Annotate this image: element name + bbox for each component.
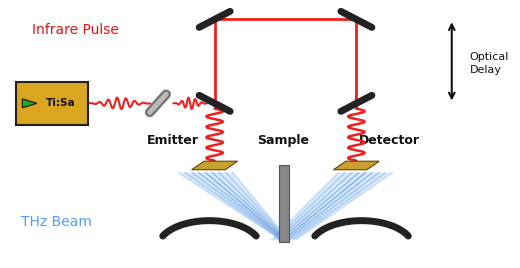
Polygon shape xyxy=(22,99,37,108)
Polygon shape xyxy=(192,161,238,170)
Polygon shape xyxy=(272,173,393,239)
Polygon shape xyxy=(333,161,379,170)
Text: THz Beam: THz Beam xyxy=(21,215,92,229)
Text: Detector: Detector xyxy=(359,134,420,147)
Text: Infrare Pulse: Infrare Pulse xyxy=(32,23,119,37)
Polygon shape xyxy=(178,173,289,239)
FancyBboxPatch shape xyxy=(279,165,289,242)
Text: Optical
Delay: Optical Delay xyxy=(470,52,509,75)
FancyBboxPatch shape xyxy=(16,82,88,125)
Text: Emitter: Emitter xyxy=(147,134,199,147)
Text: Ti:Sa: Ti:Sa xyxy=(46,98,76,108)
Text: Sample: Sample xyxy=(257,134,309,147)
